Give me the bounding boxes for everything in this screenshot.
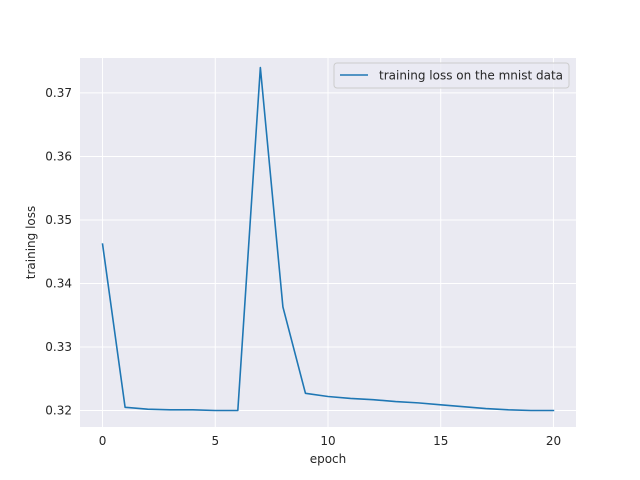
x-tick-labels: 0 5 10 15 20 xyxy=(99,434,561,448)
series-group xyxy=(101,66,555,412)
legend-box xyxy=(333,62,570,89)
legend: training loss on the mnist data xyxy=(333,62,570,89)
x-tick-label: 0 xyxy=(99,434,107,448)
y-tick-label: 0.36 xyxy=(45,149,72,163)
y-tick-label: 0.32 xyxy=(45,403,72,417)
y-tick-labels: 0.32 0.33 0.34 0.35 0.36 0.37 xyxy=(45,86,72,418)
y-axis-label: training loss xyxy=(24,206,38,279)
x-tick-label: 5 xyxy=(211,434,219,448)
y-tick-label: 0.35 xyxy=(45,213,72,227)
y-tick-label: 0.33 xyxy=(45,340,72,354)
y-tick-label: 0.34 xyxy=(45,276,72,290)
series-line xyxy=(101,66,555,412)
x-axis-label: epoch xyxy=(310,452,347,466)
legend-label: training loss on the mnist data xyxy=(379,69,563,83)
x-tick-label: 10 xyxy=(320,434,335,448)
x-tick-label: 20 xyxy=(546,434,561,448)
grid xyxy=(80,58,576,427)
y-tick-label: 0.37 xyxy=(45,86,72,100)
x-tick-label: 15 xyxy=(433,434,448,448)
